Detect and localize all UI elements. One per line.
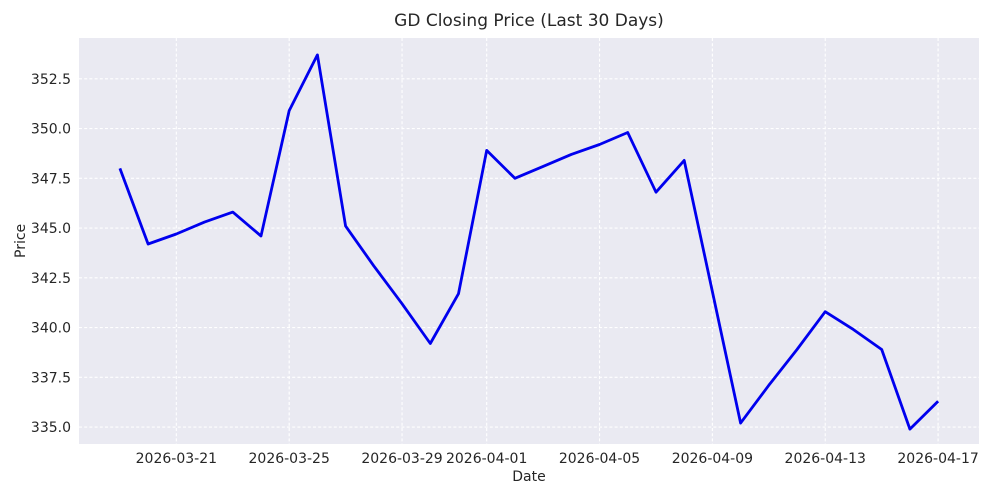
x-tick-label: 2026-04-09 (672, 451, 753, 467)
chart-title: GD Closing Price (Last 30 Days) (394, 11, 664, 31)
plot-area (79, 38, 979, 444)
y-tick-label: 337.5 (31, 370, 71, 386)
x-tick-label: 2026-03-29 (361, 451, 442, 467)
y-tick-label: 342.5 (31, 271, 71, 287)
x-tick-label: 2026-04-01 (446, 451, 527, 467)
y-tick-label: 340.0 (31, 321, 71, 337)
y-tick-label: 345.0 (31, 221, 71, 237)
y-tick-label: 350.0 (31, 122, 71, 138)
x-tick-label: 2026-04-13 (785, 451, 866, 467)
price-line-series (118, 53, 940, 431)
x-tick-label: 2026-03-21 (136, 451, 217, 467)
x-tick-label: 2026-04-17 (897, 451, 978, 467)
y-tick-label: 352.5 (31, 72, 71, 88)
x-axis-label: Date (512, 469, 546, 485)
x-tick-label: 2026-04-05 (559, 451, 640, 467)
x-tick-label: 2026-03-25 (249, 451, 330, 467)
y-tick-label: 347.5 (31, 171, 71, 187)
y-tick-label: 335.0 (31, 420, 71, 436)
y-axis-label: Price (13, 223, 29, 259)
